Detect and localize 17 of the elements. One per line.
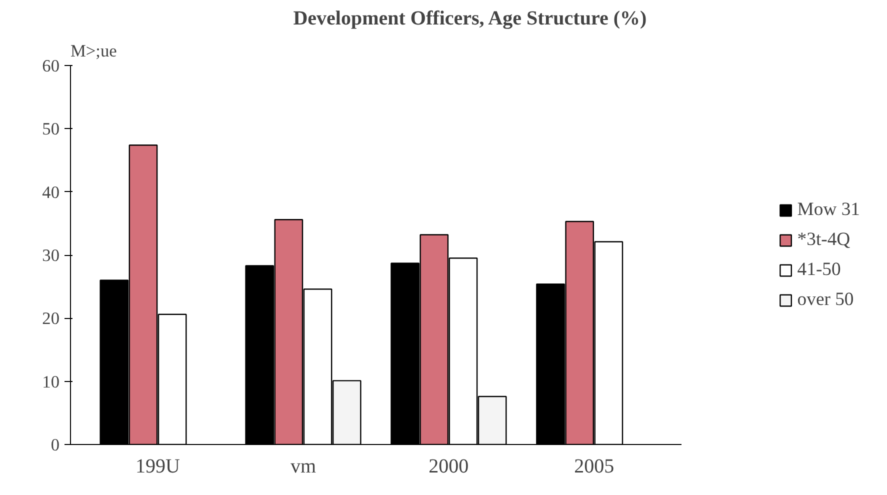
y-tick-label: 50 xyxy=(42,120,60,139)
legend-label: Mow 31 xyxy=(797,198,860,220)
legend-label: *3t-4Q xyxy=(797,228,850,250)
legend-label: 41-50 xyxy=(797,258,841,280)
y-tick-label: 30 xyxy=(42,246,60,265)
legend-label: over 50 xyxy=(797,288,854,310)
y-tick-label: 40 xyxy=(42,182,60,202)
y-tick-label: 10 xyxy=(42,372,60,392)
x-tick-label: 2005 xyxy=(574,456,614,478)
x-tick-label: 199U xyxy=(136,456,181,478)
y-tick-label: 0 xyxy=(50,436,60,454)
x-tick-label: vm xyxy=(290,456,316,478)
chart-title: Development Officers, Age Structure (%) xyxy=(293,8,647,30)
y-axis-title: M>;ue xyxy=(70,42,118,60)
y-tick-label: 20 xyxy=(42,309,60,328)
x-tick-label: 2000 xyxy=(428,456,469,478)
y-tick-label: 60 xyxy=(42,56,60,76)
